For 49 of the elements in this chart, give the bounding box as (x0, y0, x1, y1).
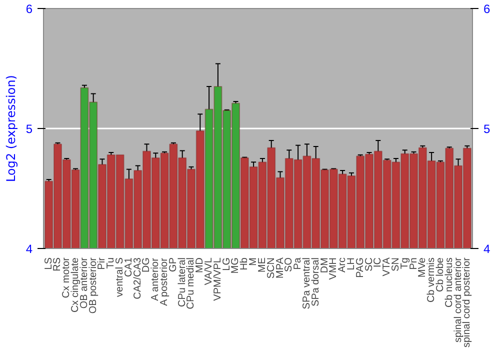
y2-tick-label: 5 (484, 122, 490, 136)
x-tick-label: ME (256, 257, 268, 272)
x-tick-label: SN (390, 257, 402, 272)
x-tick-label: VTA (382, 257, 393, 276)
y-axis-title: Log2 (expression) (4, 75, 18, 182)
x-tick-label: Cb nucleus (444, 258, 455, 308)
x-tick-label: DG (141, 257, 152, 272)
x-tick-label: Arc (337, 258, 348, 272)
x-tick-label: CA1 (123, 257, 134, 277)
x-tick-label: spinal cord anterior (452, 256, 464, 343)
x-tick-label: A posterior (159, 257, 170, 306)
y-tick-label: 5 (26, 122, 33, 136)
x-tick-label: A anterior (150, 257, 162, 301)
x-tick-label: Cx cingulate (70, 257, 82, 313)
x-tick-label: M (248, 257, 260, 266)
y2-tick-label: 4 (484, 242, 490, 256)
x-tick-label: IC (372, 258, 384, 268)
x-tick-label: Pir (96, 256, 108, 270)
x-tick-label: MVe (417, 257, 428, 278)
y-tick-label: 6 (26, 2, 33, 16)
x-tick-label: Cb lobe (434, 257, 446, 292)
x-tick-label: OB posterior (88, 256, 99, 314)
x-tick-label: SC (364, 257, 375, 272)
x-tick-label: spinal cord posterior (462, 256, 473, 348)
y-tick-label: 4 (26, 242, 33, 256)
x-tick-label: CPu medial (186, 257, 197, 310)
x-tick-label: DM (319, 257, 330, 274)
x-tick-label: Hb (239, 257, 250, 270)
x-tick-label: VMH (328, 257, 340, 280)
x-tick-label: Pa (292, 257, 304, 270)
x-tick-label: SPa dorsal (310, 257, 322, 306)
x-tick-label: MPA (274, 257, 286, 278)
x-tick-label: Tg (399, 258, 410, 270)
x-tick-label: LG (221, 257, 232, 271)
x-tick-label: RS (52, 257, 64, 272)
x-tick-label: Pn (408, 257, 420, 270)
x-tick-label: ventral S (114, 257, 126, 297)
x-tick-label: PAG (354, 257, 366, 278)
y2-tick-label: 6 (484, 2, 490, 16)
x-tick-label: OB anterior (78, 256, 90, 309)
x-tick-label: LS (43, 257, 54, 270)
x-tick-label: SPa ventral (301, 257, 312, 310)
x-tick-label: Tu (106, 257, 117, 269)
x-tick-label: GP (168, 257, 179, 272)
x-tick-label: CA2/CA3 (132, 257, 144, 300)
x-tick-label: SCN (266, 257, 277, 279)
x-tick-label: LH (346, 257, 357, 270)
x-tick-label: VPM/VPL (212, 257, 224, 301)
x-tick-label: SO (284, 257, 295, 272)
